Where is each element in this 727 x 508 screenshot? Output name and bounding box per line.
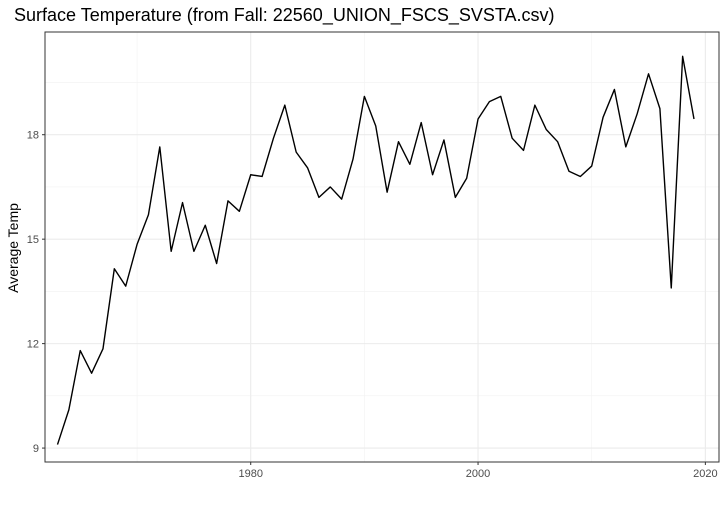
grid-lines: [45, 32, 719, 462]
y-tick-label: 9: [33, 443, 39, 455]
plot-panel: [45, 32, 719, 462]
y-tick-label: 15: [27, 234, 39, 246]
x-tick-label: 2000: [466, 468, 490, 480]
chart-title: Surface Temperature (from Fall: 22560_UN…: [14, 5, 555, 26]
plot-panel-border: [44, 31, 720, 463]
x-tick-label: 1980: [238, 468, 262, 480]
x-tick-label: 2020: [693, 468, 717, 480]
temperature-series-line: [56, 55, 695, 445]
axis-ticks: 9 12 15 18 1980 2000 2020: [27, 130, 718, 480]
y-axis-label: Average Temp: [5, 203, 21, 293]
y-tick-label: 12: [27, 339, 39, 351]
y-tick-label: 18: [27, 130, 39, 142]
